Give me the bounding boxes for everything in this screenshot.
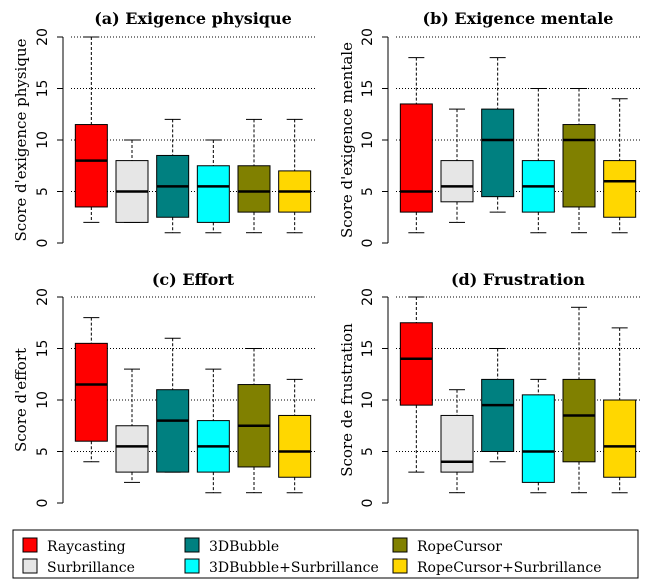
y-tick-label: 20 [35,28,51,46]
y-axis-label: Score d'exigence mentale [338,42,356,238]
panel-title: (c) Effort [152,270,235,289]
iqr-box [115,425,149,473]
iqr-box [237,165,271,213]
legend-label: Surbrillance [47,560,135,576]
iqr-box [74,124,108,208]
y-tick-label: 20 [35,288,51,306]
panel-3: (c) Effort Score d'effort 0 5 10 15 20 [12,270,315,507]
box-3dbubble [481,57,515,213]
legend-item: 3DBubble [184,537,279,555]
iqr-box [603,399,637,478]
y-axis-label: Score de frustration [338,323,356,477]
y-tick-label: 15 [360,340,376,358]
iqr-box [156,389,190,473]
legend-item: Raycasting [22,537,126,555]
iqr-box [196,165,230,223]
iqr-box [440,160,474,203]
box-ropecursor [237,348,271,494]
box-ropecursor-surbrillance [603,327,637,494]
y-tick-label: 5 [35,187,51,196]
y-tick-label: 5 [360,187,376,196]
legend-swatch [184,537,200,553]
legend-item: 3DBubble+Surbrillance [184,558,379,576]
legend-frame [12,529,639,579]
y-tick-label: 5 [35,447,51,456]
box-3dbubble [156,337,190,473]
legend-item: RopeCursor+Surbrillance [392,558,602,576]
legend-swatch [184,558,200,574]
y-tick-label: 0 [360,239,376,248]
box-ropecursor-surbrillance [603,98,637,234]
box-ropecursor-surbrillance [278,118,312,234]
iqr-box [440,414,474,473]
iqr-box [481,378,515,452]
y-tick-label: 0 [35,499,51,508]
box-surbrillance [115,368,149,483]
box-3dbubble-surbrillance [196,139,230,234]
y-tick-label: 15 [360,80,376,98]
legend-swatch [392,537,408,553]
legend-swatch [22,558,38,574]
legend-label: RopeCursor [417,539,502,555]
y-tick-label: 5 [360,447,376,456]
y-tick-label: 15 [35,340,51,358]
box-3dbubble-surbrillance [521,378,555,494]
y-tick-label: 10 [360,131,376,149]
y-tick-label: 10 [360,391,376,409]
legend-label: 3DBubble+Surbrillance [209,560,379,576]
panel-title: (a) Exigence physique [94,9,292,28]
box-surbrillance [115,139,149,223]
y-tick-label: 0 [35,239,51,248]
legend-item: Surbrillance [22,558,135,576]
legend-swatch [392,558,408,574]
legend-label: 3DBubble [209,539,279,555]
iqr-box [399,322,433,406]
y-tick-label: 10 [35,131,51,149]
y-tick-label: 15 [35,80,51,98]
iqr-box [278,414,312,478]
panel-2: (b) Exigence mentale Score d'exigence men… [338,9,640,247]
y-tick-label: 10 [35,391,51,409]
legend-label: RopeCursor+Surbrillance [417,560,602,576]
box-raycasting [399,57,433,234]
box-3dbubble-surbrillance [521,88,555,234]
box-ropecursor [237,118,271,234]
box-3dbubble [481,348,515,463]
legend: Raycasting 3DBubble RopeCursor Surbrillance… [12,529,639,579]
box-raycasting [399,296,433,473]
panel-title: (d) Frustration [451,270,585,289]
y-tick-label: 0 [360,499,376,508]
box-3dbubble-surbrillance [196,368,230,494]
box-surbrillance [440,108,474,223]
box-raycasting [74,317,108,463]
panel-title: (b) Exigence mentale [423,9,614,28]
iqr-box [521,394,555,483]
panels: (a) Exigence physique Score d'exigence ph… [12,9,640,507]
y-tick-label: 20 [360,288,376,306]
panel-4: (d) Frustration Score de frustration 0 5 10 1… [338,270,640,507]
iqr-box [603,160,637,218]
iqr-box [481,108,515,198]
box-surbrillance [440,389,474,494]
box-ropecursor [562,306,596,494]
iqr-box [74,342,108,442]
legend-item: RopeCursor [392,537,502,555]
y-tick-label: 20 [360,28,376,46]
box-raycasting [74,36,108,223]
iqr-box [562,124,596,208]
legend-label: Raycasting [47,539,126,555]
iqr-box [399,103,433,213]
panel-1: (a) Exigence physique Score d'exigence ph… [12,9,315,247]
y-axis-label: Score d'exigence physique [12,38,30,241]
box-3dbubble [156,118,190,234]
iqr-box [562,378,596,463]
box-ropecursor-surbrillance [278,378,312,494]
legend-swatch [22,537,38,553]
box-ropecursor [562,88,596,234]
y-axis-label: Score d'effort [12,348,30,452]
